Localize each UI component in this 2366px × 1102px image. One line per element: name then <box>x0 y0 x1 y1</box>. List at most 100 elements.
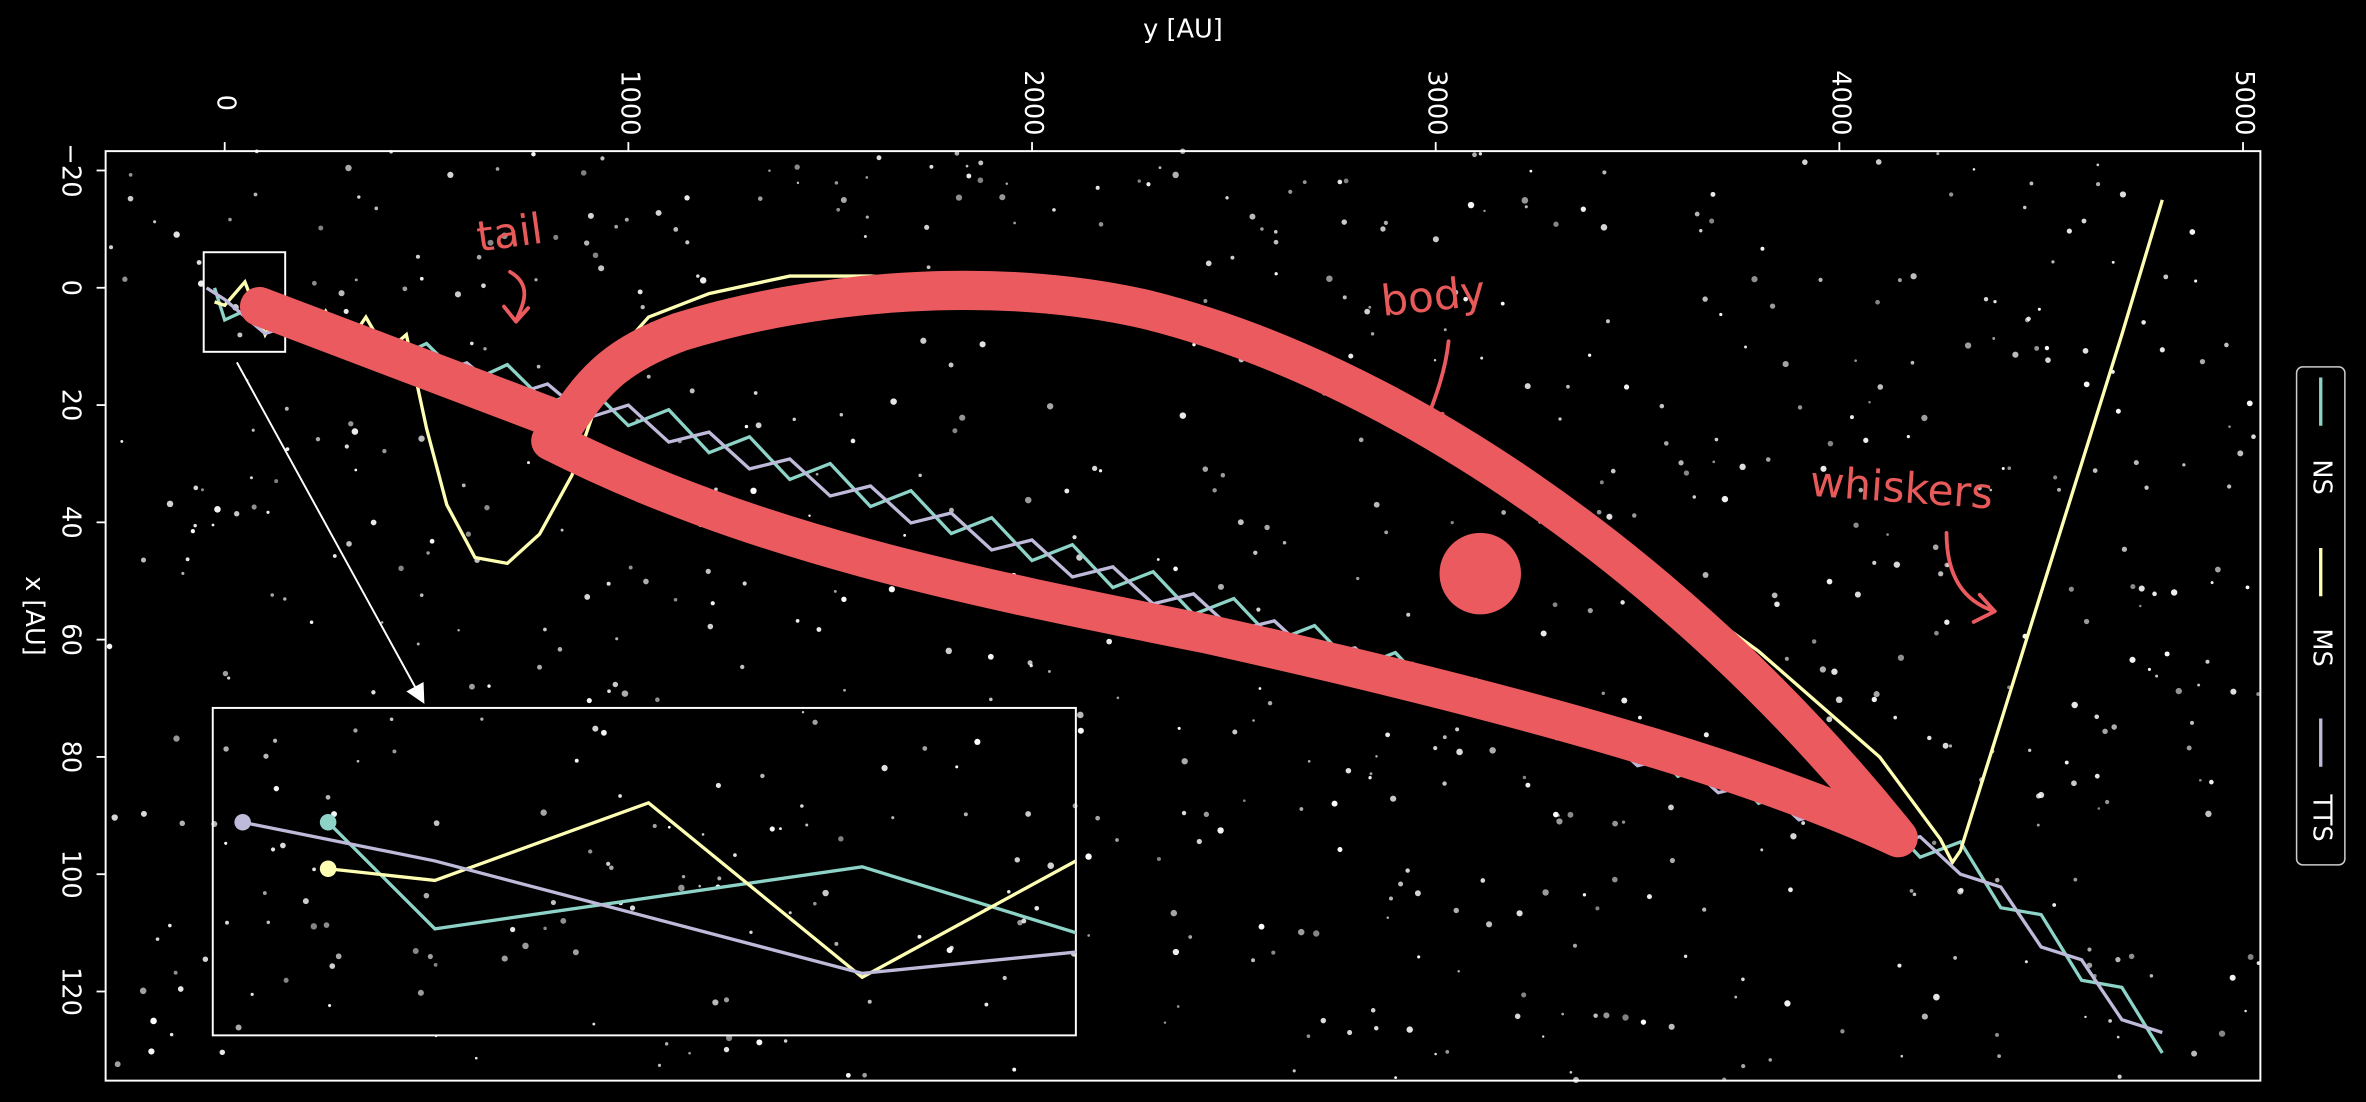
star <box>712 999 719 1006</box>
star <box>918 473 922 478</box>
star <box>1542 889 1549 896</box>
star <box>335 953 342 960</box>
star <box>1790 833 1797 840</box>
star <box>1242 799 1246 803</box>
star <box>426 551 430 555</box>
star <box>557 647 563 652</box>
star <box>338 290 345 297</box>
star <box>1683 470 1690 476</box>
star <box>474 1056 478 1060</box>
inset-frame <box>211 706 1077 1037</box>
star <box>2052 903 2057 907</box>
y-tick-label: 100 <box>55 850 85 899</box>
star <box>1273 239 1279 245</box>
star <box>1013 221 1016 225</box>
star <box>346 541 352 547</box>
star <box>1524 205 1528 209</box>
star <box>1260 227 1264 231</box>
star <box>476 254 482 260</box>
star <box>618 794 622 798</box>
star <box>325 794 331 800</box>
star <box>1443 328 1447 332</box>
star <box>587 212 594 219</box>
star <box>1337 179 1343 185</box>
star <box>1606 513 1613 520</box>
start-marker <box>319 813 337 831</box>
star <box>2229 974 2236 981</box>
star <box>1558 417 1562 421</box>
star <box>1853 522 1859 528</box>
star <box>1052 208 1056 212</box>
star <box>1337 847 1343 853</box>
star <box>2205 810 2212 818</box>
star <box>315 437 321 442</box>
star <box>863 235 867 239</box>
star <box>1202 466 1209 472</box>
star <box>643 578 649 585</box>
star <box>1232 729 1238 735</box>
star <box>1386 916 1390 919</box>
star <box>1383 220 1389 225</box>
star <box>179 820 186 827</box>
star <box>681 874 686 879</box>
star <box>1561 1012 1565 1016</box>
star <box>1098 469 1103 473</box>
star <box>2012 351 2019 358</box>
star <box>2094 773 2100 779</box>
star <box>214 506 221 513</box>
star <box>1664 441 1669 446</box>
star <box>537 664 543 670</box>
star <box>833 589 837 593</box>
star <box>664 1042 669 1046</box>
star <box>698 884 701 888</box>
star <box>606 581 611 586</box>
star <box>917 934 922 939</box>
star <box>1364 308 1371 315</box>
star <box>1599 480 1604 485</box>
star <box>717 876 722 881</box>
star <box>1307 760 1311 763</box>
star <box>862 1072 867 1078</box>
star <box>922 746 928 751</box>
star <box>501 955 508 962</box>
star <box>839 413 844 417</box>
star <box>794 164 800 170</box>
star <box>1453 907 1459 914</box>
star <box>1875 159 1882 165</box>
star <box>1702 907 1707 912</box>
star <box>2194 279 2198 283</box>
star <box>1326 275 1333 282</box>
star <box>1163 1021 1167 1024</box>
star <box>1217 583 1224 590</box>
star <box>1181 810 1187 816</box>
star <box>1587 607 1593 614</box>
star <box>1034 905 1040 911</box>
star <box>1489 747 1496 754</box>
star <box>1368 305 1372 309</box>
whiskers-arrow <box>1944 531 1997 624</box>
star <box>344 444 349 449</box>
star <box>345 164 352 172</box>
star <box>1002 975 1007 981</box>
star <box>1106 638 1113 645</box>
star <box>2028 748 2032 752</box>
star <box>274 479 279 484</box>
star <box>1358 437 1364 443</box>
star <box>1826 578 1833 585</box>
star <box>959 414 966 421</box>
star <box>1274 272 1278 276</box>
star <box>1944 562 1950 568</box>
star <box>2084 1015 2087 1019</box>
star <box>1172 948 1180 956</box>
star <box>380 621 384 624</box>
star <box>701 833 705 836</box>
star <box>744 424 749 429</box>
star <box>760 773 765 779</box>
star <box>583 240 590 246</box>
star <box>1220 473 1226 478</box>
star <box>974 738 981 745</box>
star <box>1886 533 1889 536</box>
star <box>945 647 953 655</box>
star <box>1442 781 1447 786</box>
star <box>1683 954 1688 958</box>
